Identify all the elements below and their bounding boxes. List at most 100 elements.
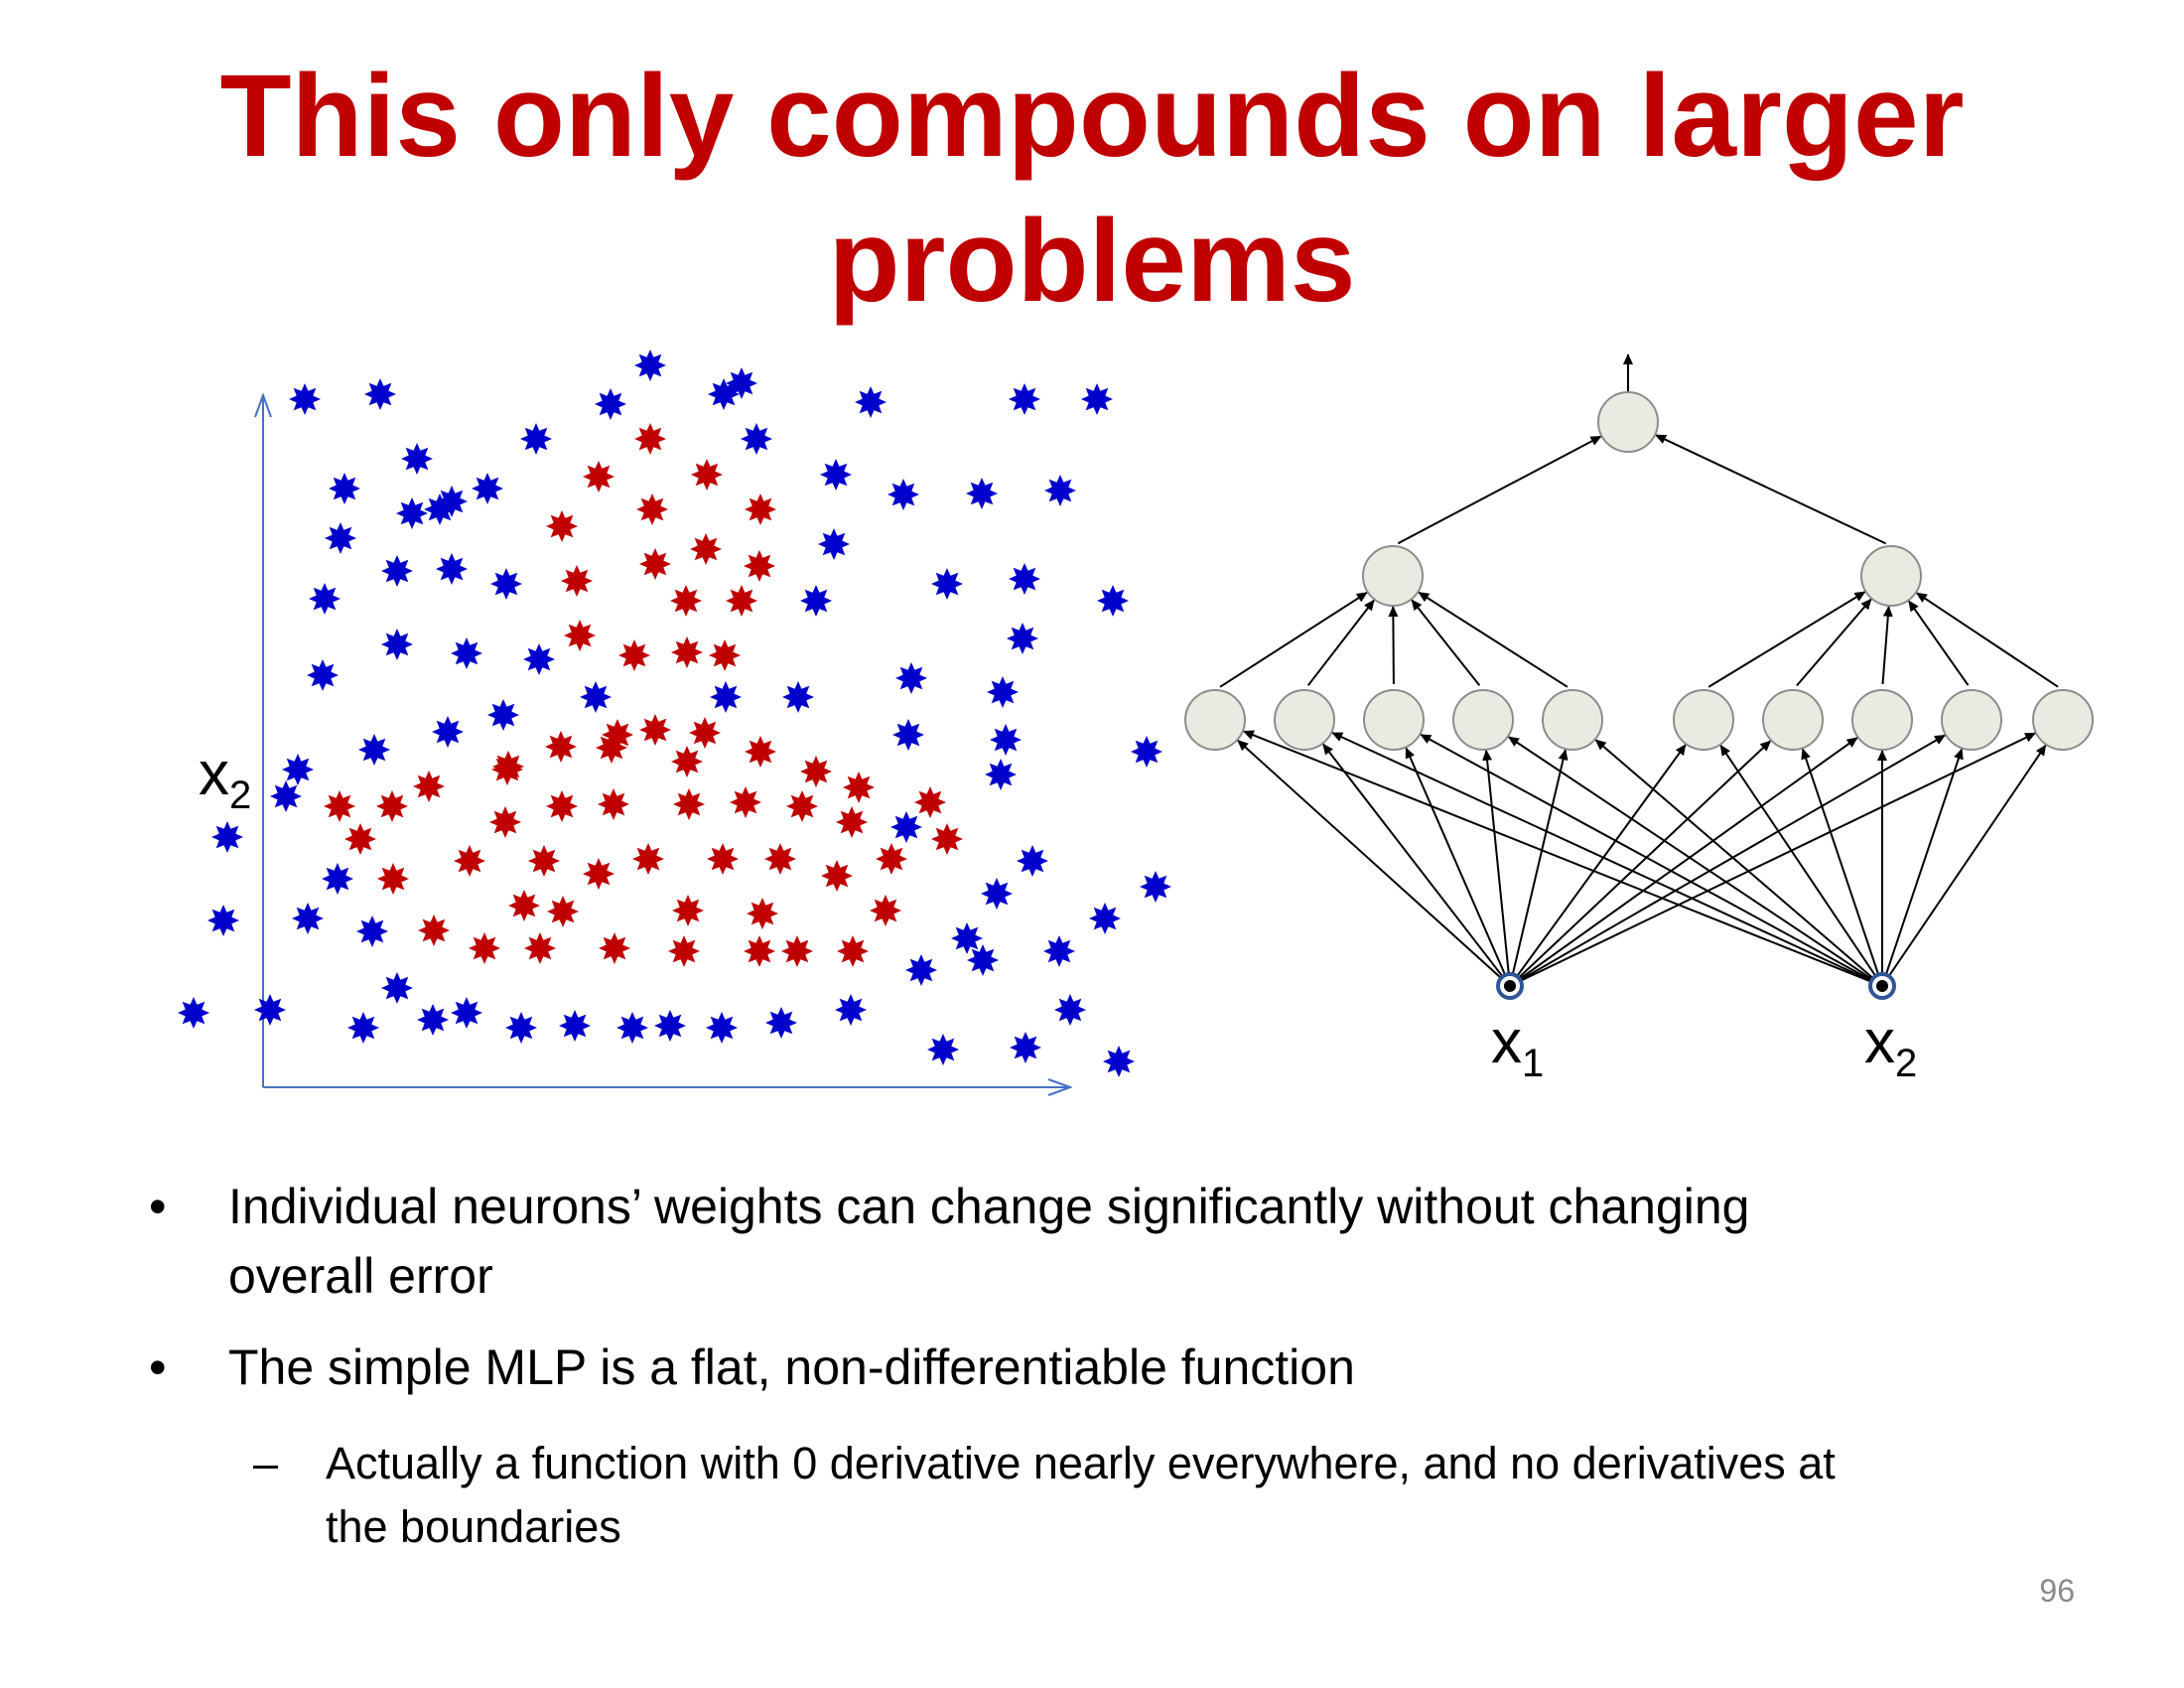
scatter-point-inside-class [800,756,832,787]
edge-input-to-hidden1 [1801,748,1882,981]
scatter-point-inside-class [691,459,723,491]
scatter-point-outside-class [254,994,286,1026]
scatter-point-outside-class [381,629,413,660]
scatter-point-inside-class [836,806,868,838]
scatter-point-inside-class [528,845,560,877]
scatter-point-inside-class [745,736,776,768]
scatter-point-inside-class [764,843,796,875]
hidden-layer-1-neuron [1274,689,1335,751]
scatter-point-outside-class [634,350,666,381]
sub-bullet-marker: – [253,1438,279,1488]
input-node-x1 [1496,972,1524,1000]
scatter-point-inside-class [547,896,579,927]
scatter-point-outside-class [1089,903,1121,934]
edge-hidden1-to-hidden2 [1306,599,1375,686]
scatter-point-inside-class [632,843,664,875]
bullet-1-line-2: overall error [228,1248,493,1304]
scatter-point-inside-class [492,751,524,782]
scatter-point-inside-class [870,895,901,926]
hidden-layer-1-neuron [1542,689,1603,751]
bullet-1-line-1: Individual neurons’ weights can change s… [228,1179,1750,1234]
scatter-point-outside-class [520,423,552,455]
scatter-point-inside-class [670,585,702,617]
edge-input-to-hidden1 [1405,747,1509,981]
hidden-layer-1-neuron [1184,689,1246,751]
scatter-point-outside-class [706,1012,738,1044]
scatter-point-inside-class [636,493,668,525]
edge-hidden1-to-hidden2 [1388,606,1399,685]
hidden-layer-1-neuron [1941,689,2002,751]
edge-input-to-hidden1 [1594,739,1879,983]
scatter-point-inside-class [376,790,408,822]
scatter-point-outside-class [322,863,353,895]
edge-input-to-hidden1 [1237,740,1507,983]
scatter-point-inside-class [454,845,485,877]
edge-input-to-hidden1 [1514,732,2037,985]
output-neuron [1597,391,1659,453]
edge-input-to-hidden1 [1514,734,1946,984]
edge-input-to-hidden1 [1507,736,1878,984]
scatter-point-outside-class [490,568,522,600]
scatter-point-inside-class [876,843,907,875]
scatter-point-inside-class [689,717,721,749]
scatter-point-inside-class [508,890,540,921]
scatter-point-inside-class [730,786,761,818]
scatter-point-inside-class [726,585,757,617]
scatter-point-outside-class [211,821,243,853]
scatter-point-outside-class [708,378,740,410]
scatter-point-outside-class [782,681,814,713]
scatter-point-outside-class [985,759,1017,790]
bullet-2-text: The simple MLP is a flat, non-differenti… [228,1339,1355,1395]
scatter-point-outside-class [820,459,852,491]
edge-input-to-hidden1 [1242,730,1877,985]
edge-input-to-hidden1 [1420,733,1878,984]
scatter-point-outside-class [307,659,339,691]
scatter-point-inside-class [561,565,593,597]
scatter-point-outside-class [855,386,887,418]
scatter-point-inside-class [673,788,705,820]
sub-bullet-line-2: the boundaries [326,1501,621,1552]
scatter-point-inside-class [598,788,629,820]
scatter-point-inside-class [344,823,376,855]
scatter-point-outside-class [887,479,919,510]
scatter-point-outside-class [967,944,999,976]
hidden-layer-2-neuron [1362,545,1424,607]
scatter-point-outside-class [654,1010,686,1042]
scatter-point-outside-class [417,1004,449,1036]
y-axis-label: x2 [199,740,251,817]
hidden-layer-1-neuron [1452,689,1514,751]
scatter-point-inside-class [690,533,722,565]
scatter-point-outside-class [487,699,519,731]
scatter-point-inside-class [618,639,650,671]
scatter-point-outside-class [1081,383,1113,415]
scatter-point-outside-class [1103,1046,1135,1077]
scatter-point-inside-class [596,732,627,764]
scatter-point-outside-class [396,497,428,529]
scatter-point-outside-class [1017,845,1048,877]
scatter-point-inside-class [671,636,703,668]
scatter-point-outside-class [990,724,1022,756]
scatter-point-outside-class [325,522,356,554]
edge-input-to-hidden1 [1331,732,1878,985]
scatter-point-inside-class [745,493,776,525]
scatter-point-outside-class [726,367,757,399]
scatter-point-outside-class [987,676,1019,708]
scatter-point-outside-class [559,1010,591,1042]
scatter-point-inside-class [546,790,578,822]
scatter-point-outside-class [1131,736,1162,768]
edge-hidden1-to-hidden2 [1219,591,1368,688]
scatter-point-inside-class [583,461,614,492]
edge-hidden1-to-hidden2 [1418,591,1569,688]
scatter-point-outside-class [1140,871,1171,903]
input-node-dot [1876,980,1888,992]
scatter-point-outside-class [765,1007,797,1039]
scatter-point-outside-class [835,994,867,1026]
scatter-point-inside-class [418,914,450,946]
scatter-point-outside-class [892,719,924,751]
scatter-point-outside-class [1009,563,1040,595]
slide-title-line-2: problems [828,196,1356,327]
scatter-point-outside-class [595,388,626,420]
scatter-point-outside-class [329,473,360,504]
scatter-point-inside-class [583,858,614,890]
scatter-point-outside-class [931,568,963,600]
